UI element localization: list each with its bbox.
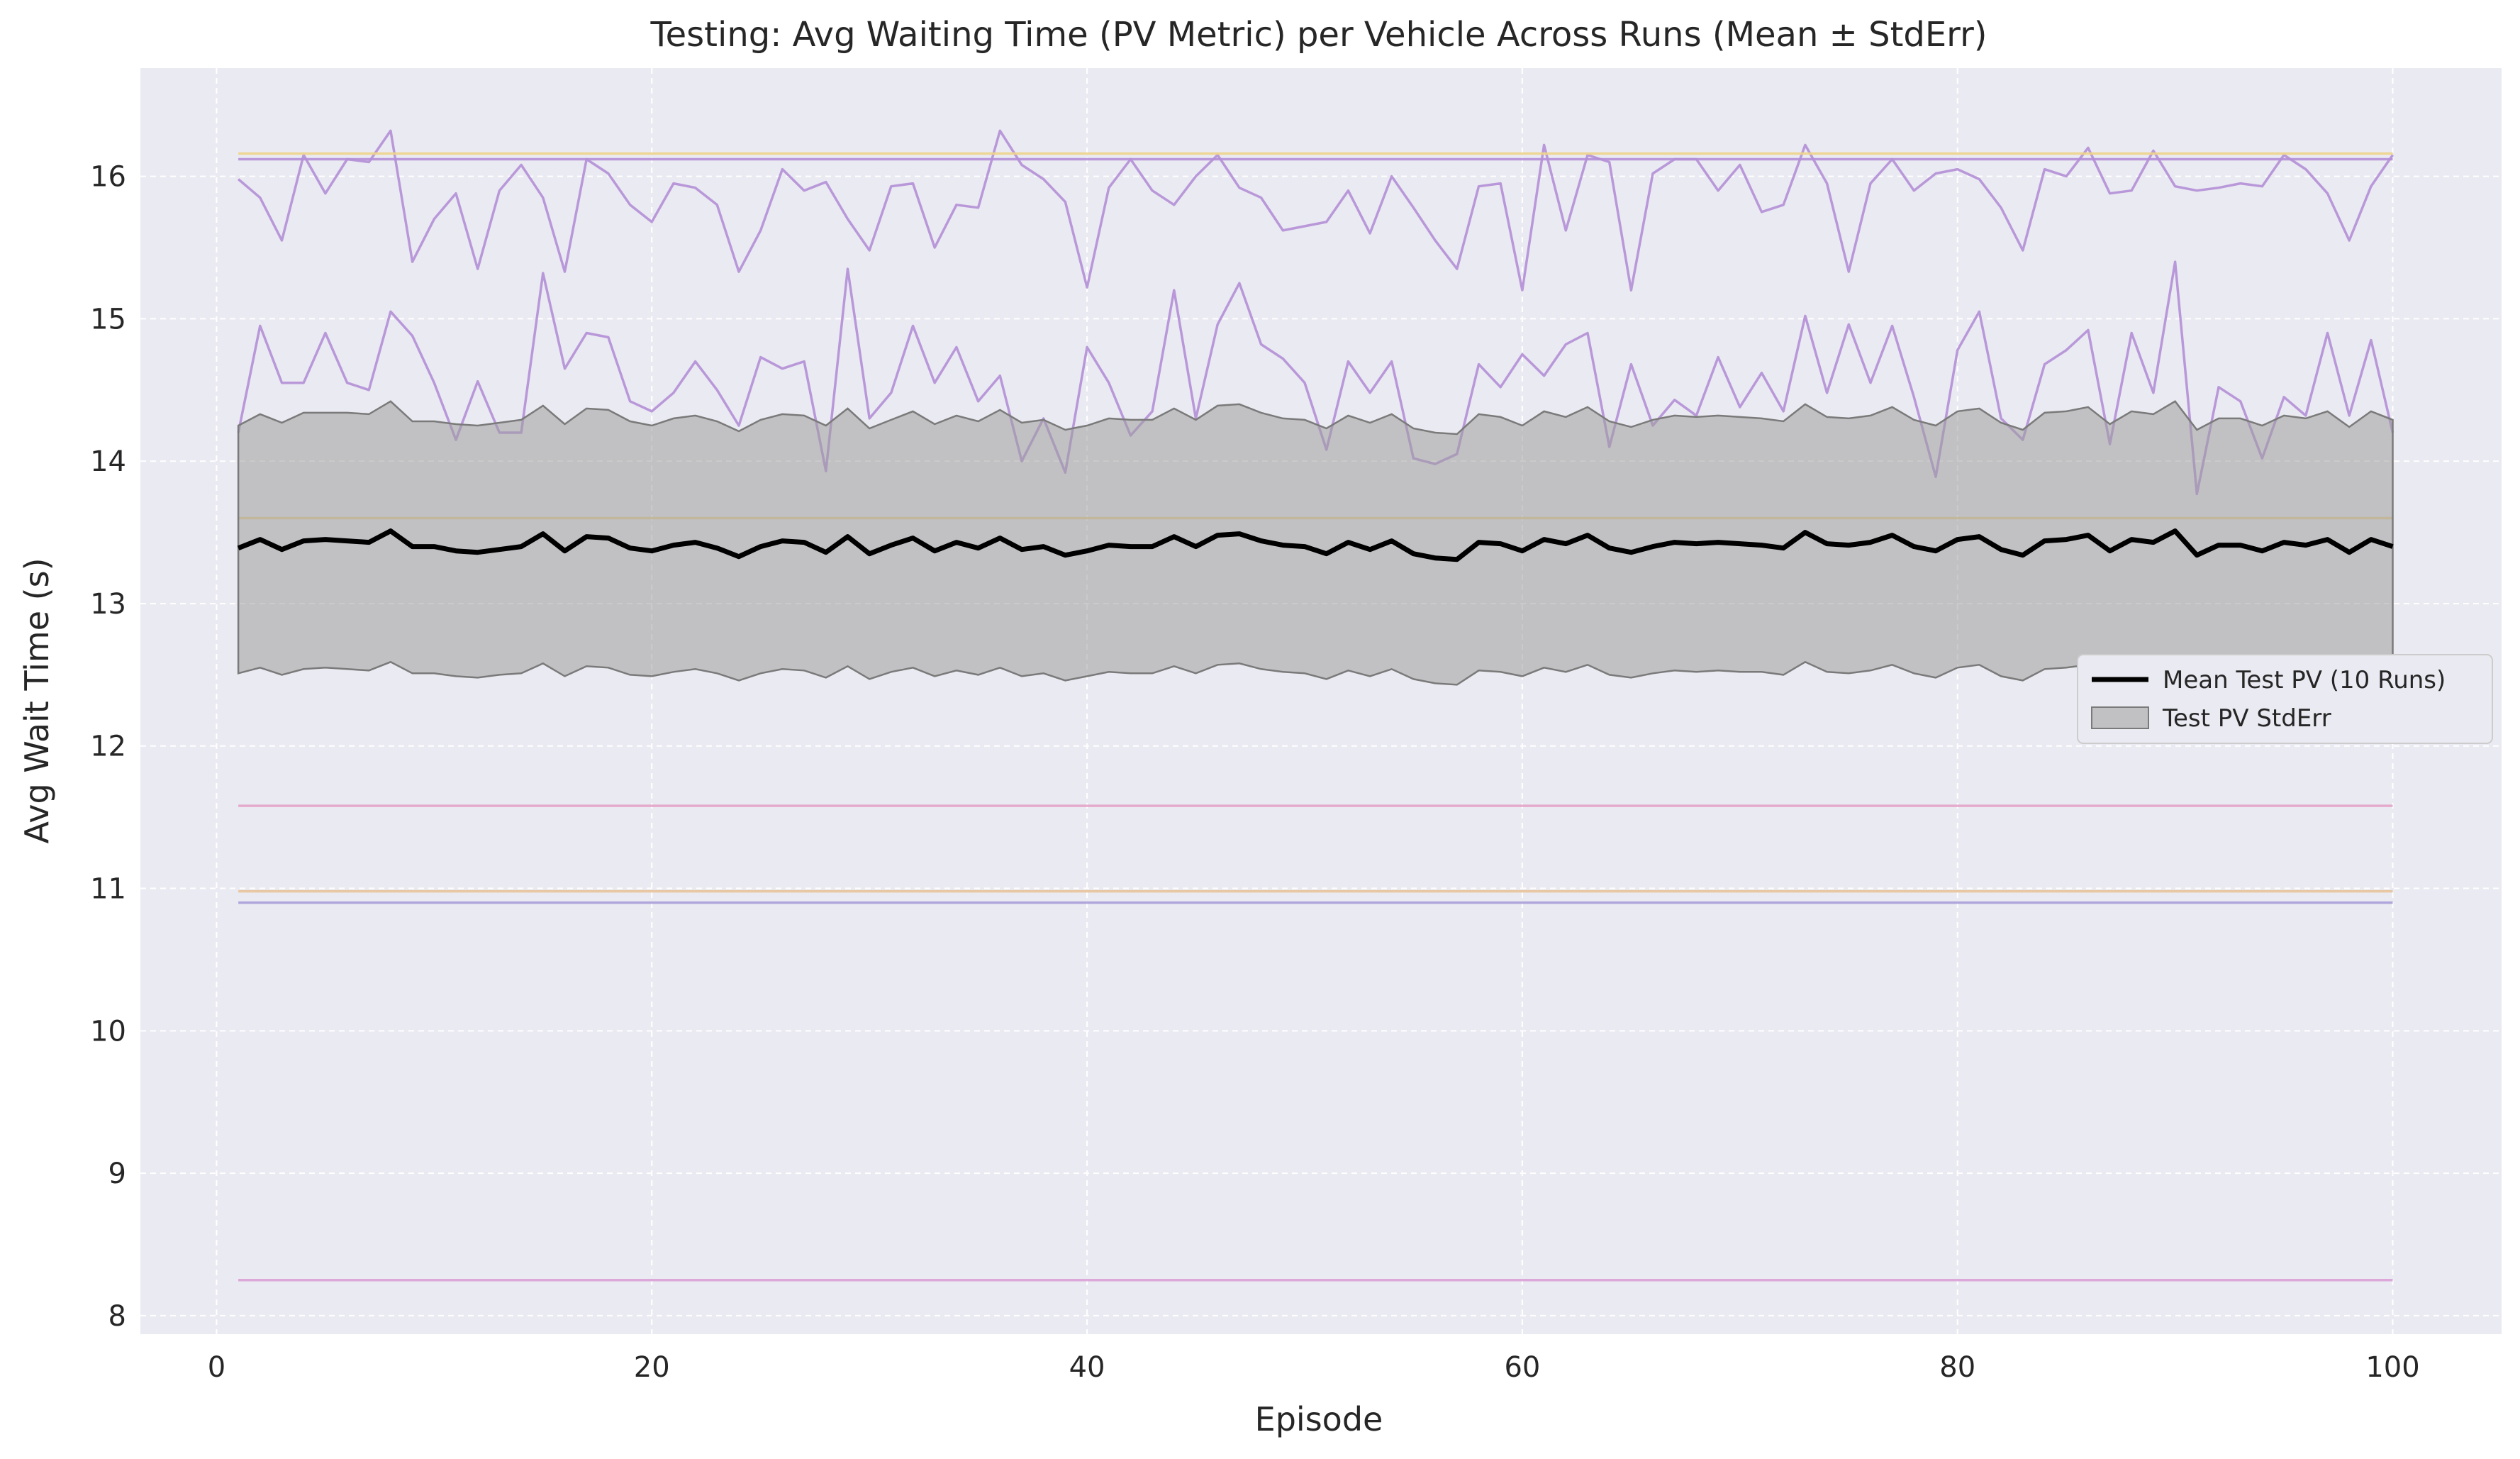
legend-label-mean: Mean Test PV (10 Runs) xyxy=(2163,666,2446,694)
mean-series-line xyxy=(237,528,2394,562)
x-tick-label: 100 xyxy=(2365,1351,2419,1384)
legend-swatch-stderr xyxy=(2091,706,2149,729)
y-tick-label: 11 xyxy=(90,873,126,906)
x-tick-label: 0 xyxy=(208,1351,225,1384)
y-axis-label: Avg Wait Time (s) xyxy=(18,557,56,843)
y-tick-label: 12 xyxy=(90,731,126,763)
x-tick-labels: 0 20 40 60 80 100 xyxy=(208,1351,2420,1384)
x-tick-label: 80 xyxy=(1939,1351,1975,1384)
y-tick-label: 16 xyxy=(90,161,126,194)
x-axis-label: Episode xyxy=(1255,1400,1383,1438)
x-tick-label: 40 xyxy=(1069,1351,1105,1384)
y-tick-label: 10 xyxy=(90,1015,126,1048)
x-tick-label: 60 xyxy=(1504,1351,1540,1384)
legend-box xyxy=(2077,654,2493,744)
legend: Mean Test PV (10 Runs) Test PV StdErr xyxy=(2077,654,2493,744)
y-tick-label: 14 xyxy=(90,445,126,478)
chart-title: Testing: Avg Waiting Time (PV Metric) pe… xyxy=(649,15,1987,55)
mean-line-group xyxy=(237,528,2394,562)
y-tick-label: 8 xyxy=(108,1300,126,1333)
run-series-line xyxy=(237,260,2394,496)
stderr-band-area xyxy=(237,400,2394,686)
y-tick-label: 13 xyxy=(90,588,126,621)
y-tick-label: 15 xyxy=(90,303,126,335)
run-series-line xyxy=(237,129,2394,292)
stderr-band xyxy=(237,400,2394,686)
y-tick-label: 9 xyxy=(108,1158,126,1190)
legend-label-stderr: Test PV StdErr xyxy=(2162,704,2331,733)
y-tick-labels: 8 9 10 11 12 13 14 15 16 xyxy=(90,161,126,1333)
x-tick-label: 20 xyxy=(634,1351,670,1384)
